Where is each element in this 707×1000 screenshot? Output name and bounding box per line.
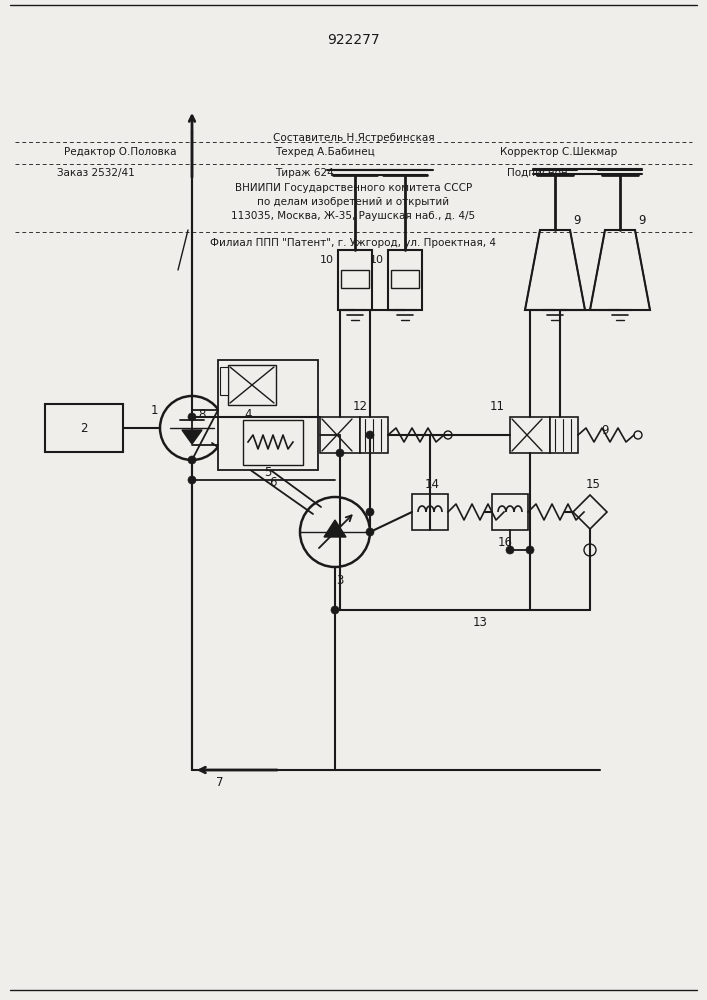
Text: 7: 7 — [216, 776, 223, 788]
Bar — [412, 494, 448, 530]
Bar — [360, 417, 388, 453]
Bar — [320, 417, 360, 453]
Text: 5: 5 — [264, 466, 271, 479]
Bar — [550, 417, 578, 453]
Text: 922277: 922277 — [327, 33, 380, 47]
Text: 4: 4 — [244, 408, 252, 420]
Text: Редактор О.Половка: Редактор О.Половка — [64, 147, 176, 157]
Text: 2: 2 — [81, 422, 88, 434]
Text: Тираж 624: Тираж 624 — [274, 168, 334, 178]
Text: 11: 11 — [489, 400, 505, 414]
Circle shape — [526, 546, 534, 554]
Circle shape — [584, 544, 596, 556]
Text: 16: 16 — [498, 536, 513, 548]
Text: 9: 9 — [638, 214, 645, 227]
Polygon shape — [324, 520, 346, 537]
Text: 9: 9 — [573, 214, 580, 227]
Text: 10: 10 — [370, 255, 384, 265]
Bar — [45, 404, 123, 452]
Text: 113035, Москва, Ж-35, Раушская наб., д. 4/5: 113035, Москва, Ж-35, Раушская наб., д. … — [231, 211, 476, 221]
Bar — [243, 420, 303, 465]
Circle shape — [366, 528, 374, 536]
Bar — [341, 270, 369, 288]
Text: 6: 6 — [269, 476, 276, 488]
Text: Техред А.Бабинец: Техред А.Бабинец — [275, 147, 375, 157]
Circle shape — [188, 456, 196, 464]
Text: 8: 8 — [198, 408, 206, 422]
Circle shape — [160, 396, 224, 460]
Bar — [228, 365, 276, 405]
Text: ВНИИПИ Государственного комитета СССР: ВНИИПИ Государственного комитета СССР — [235, 183, 472, 193]
Text: Составитель Н.Ястребинская: Составитель Н.Ястребинская — [273, 133, 434, 143]
Circle shape — [506, 546, 514, 554]
Text: 3: 3 — [337, 574, 344, 586]
Text: Заказ 2532/41: Заказ 2532/41 — [57, 168, 134, 178]
Text: 13: 13 — [472, 615, 487, 629]
Bar — [220, 367, 228, 395]
Circle shape — [366, 431, 374, 439]
Circle shape — [331, 606, 339, 614]
Bar — [391, 270, 419, 288]
Circle shape — [188, 476, 196, 484]
Bar — [510, 417, 550, 453]
Circle shape — [336, 449, 344, 457]
Text: 12: 12 — [353, 400, 368, 414]
Text: Корректор С.Шекмар: Корректор С.Шекмар — [500, 147, 617, 157]
Bar — [338, 250, 372, 310]
Circle shape — [188, 413, 196, 421]
Circle shape — [300, 497, 370, 567]
Circle shape — [444, 431, 452, 439]
Text: по делам изобретений и открытий: по делам изобретений и открытий — [257, 197, 450, 207]
Bar — [492, 494, 528, 530]
Circle shape — [634, 431, 642, 439]
Text: 14: 14 — [424, 478, 440, 490]
Text: 9: 9 — [601, 424, 609, 436]
Text: 1: 1 — [151, 403, 158, 416]
Text: Подписное: Подписное — [507, 168, 568, 178]
Text: 15: 15 — [585, 478, 600, 490]
Bar — [218, 360, 318, 470]
Circle shape — [366, 508, 374, 516]
Bar — [388, 250, 422, 310]
Text: Филиал ППП "Патент", г. Ужгород, ул. Проектная, 4: Филиал ППП "Патент", г. Ужгород, ул. Про… — [211, 238, 496, 248]
Text: 10: 10 — [320, 255, 334, 265]
Polygon shape — [182, 430, 202, 444]
